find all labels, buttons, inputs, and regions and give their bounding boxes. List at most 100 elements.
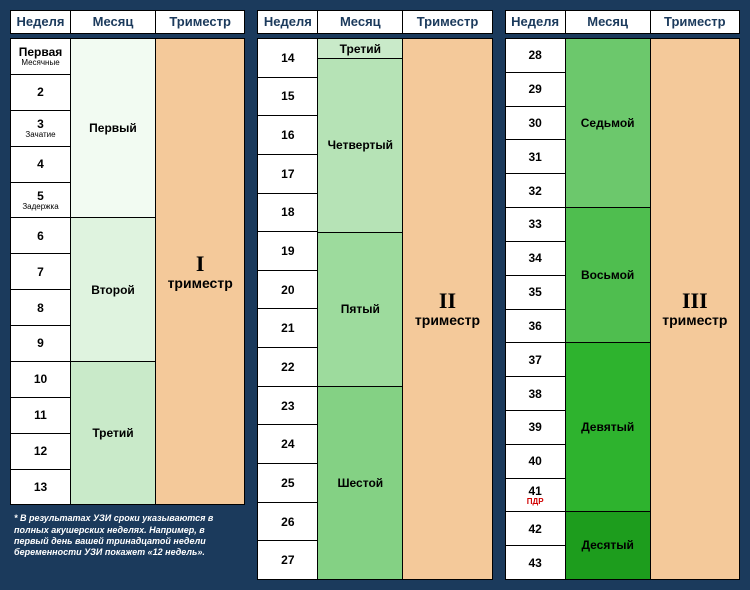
panel3-body: 2829303132333435363738394041ПДР4243 Седь… <box>505 38 740 580</box>
week-label: 38 <box>528 387 541 401</box>
week-label: 22 <box>281 360 294 374</box>
week-cell: 12 <box>11 434 71 470</box>
week-label: 30 <box>528 116 541 130</box>
month-cell: Третий <box>71 362 155 505</box>
week-cell: 24 <box>258 425 318 464</box>
week-cell: 30 <box>506 107 566 141</box>
week-label: 31 <box>528 150 541 164</box>
week-cell: 3Зачатие <box>11 111 71 147</box>
hdr-week: Неделя <box>11 11 71 33</box>
week-cell: 8 <box>11 290 71 326</box>
footnote: * В результатах УЗИ сроки указываются в … <box>10 505 245 558</box>
week-cell: 15 <box>258 78 318 117</box>
month-cell: Первый <box>71 39 155 218</box>
week-cell: 13 <box>11 470 71 505</box>
tri2-word: триместр <box>415 313 480 328</box>
panel2-trimester: II триместр <box>403 39 491 579</box>
week-label: 8 <box>37 301 44 315</box>
panel2-months: ТретийЧетвертыйПятыйШестой <box>318 39 403 579</box>
week-cell: 40 <box>506 445 566 479</box>
week-cell: ПерваяМесячные <box>11 39 71 75</box>
week-cell: 2 <box>11 75 71 111</box>
week-label: 13 <box>34 480 47 494</box>
week-cell: 34 <box>506 242 566 276</box>
month-cell: Седьмой <box>566 39 650 208</box>
week-cell: 20 <box>258 271 318 310</box>
week-cell: 5Задержка <box>11 183 71 219</box>
week-label: 24 <box>281 437 294 451</box>
week-sublabel: ПДР <box>527 498 544 506</box>
week-cell: 10 <box>11 362 71 398</box>
week-cell: 31 <box>506 140 566 174</box>
month-cell: Восьмой <box>566 208 650 343</box>
week-cell: 29 <box>506 73 566 107</box>
week-cell: 11 <box>11 398 71 434</box>
week-cell: 43 <box>506 546 566 579</box>
week-cell: 4 <box>11 147 71 183</box>
week-label: 23 <box>281 399 294 413</box>
week-cell: 22 <box>258 348 318 387</box>
week-label: 33 <box>528 217 541 231</box>
week-label: 27 <box>281 553 294 567</box>
week-label: 20 <box>281 283 294 297</box>
week-cell: 35 <box>506 276 566 310</box>
week-label: 39 <box>528 420 541 434</box>
month-cell: Десятый <box>566 512 650 579</box>
hdr-week: Неделя <box>506 11 566 33</box>
tri3-num: III <box>682 289 708 313</box>
week-cell: 14 <box>258 39 318 78</box>
panel-trimester-1: Неделя Месяц Триместр ПерваяМесячные23За… <box>10 10 245 580</box>
hdr-month: Месяц <box>71 11 156 33</box>
week-label: 35 <box>528 285 541 299</box>
hdr-month: Месяц <box>318 11 403 33</box>
month-cell: Третий <box>318 39 402 59</box>
week-label: 21 <box>281 321 294 335</box>
week-label: 5 <box>37 189 44 203</box>
week-cell: 39 <box>506 411 566 445</box>
panel-trimester-2: Неделя Месяц Триместр 14 15 16 17 18 19 20 21 22… <box>257 10 492 580</box>
panel-trimester-3: Неделя Месяц Триместр 282930313233343536… <box>505 10 740 580</box>
month-cell: Пятый <box>318 233 402 387</box>
week-cell: 26 <box>258 503 318 542</box>
week-label: 6 <box>37 229 44 243</box>
week-label: 3 <box>37 117 44 131</box>
week-label: 15 <box>281 89 294 103</box>
week-cell: 41ПДР <box>506 479 566 513</box>
week-label: 2 <box>37 85 44 99</box>
panel2-weeks: 1415161718192021222324252627 <box>258 39 318 579</box>
hdr-month: Месяц <box>566 11 651 33</box>
week-label: 10 <box>34 372 47 386</box>
month-cell: Девятый <box>566 343 650 512</box>
hdr-week: Неделя <box>258 11 318 33</box>
tri1-word: триместр <box>168 276 233 291</box>
week-sublabel: Месячные <box>21 59 59 67</box>
week-sublabel: Задержка <box>22 203 58 211</box>
week-label: 19 <box>281 244 294 258</box>
week-sublabel: Зачатие <box>25 131 55 139</box>
panel1-weeks: ПерваяМесячные23Зачатие45Задержка6789101… <box>11 39 71 504</box>
panel1-body: ПерваяМесячные23Зачатие45Задержка6789101… <box>10 38 245 505</box>
hdr-tri: Триместр <box>156 11 244 33</box>
panel2-header: Неделя Месяц Триместр <box>257 10 492 34</box>
panel3-trimester: III триместр <box>651 39 739 579</box>
week-cell: 16 <box>258 116 318 155</box>
panel1-months: ПервыйВторойТретий <box>71 39 156 504</box>
panel1-trimester: I триместр <box>156 39 244 504</box>
week-cell: 17 <box>258 155 318 194</box>
week-label: 37 <box>528 353 541 367</box>
week-cell: 36 <box>506 310 566 344</box>
week-label: 9 <box>37 336 44 350</box>
week-cell: 9 <box>11 326 71 362</box>
month-cell: Четвертый <box>318 59 402 233</box>
week-label: 41 <box>528 484 541 498</box>
week-label: 36 <box>528 319 541 333</box>
week-label: 18 <box>281 205 294 219</box>
week-cell: 32 <box>506 174 566 208</box>
week-cell: 38 <box>506 377 566 411</box>
month-cell: Второй <box>71 218 155 362</box>
week-label: 14 <box>281 51 294 65</box>
panel3-header: Неделя Месяц Триместр <box>505 10 740 34</box>
week-label: 29 <box>528 82 541 96</box>
week-label: 16 <box>281 128 294 142</box>
week-cell: 27 <box>258 541 318 579</box>
